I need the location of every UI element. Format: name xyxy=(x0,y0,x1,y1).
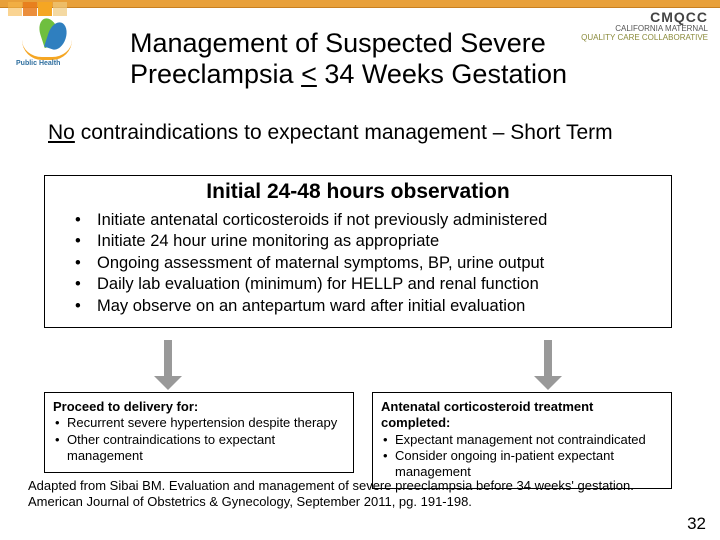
public-health-logo: Public Health xyxy=(10,18,80,73)
list-item: Other contraindications to expectant man… xyxy=(67,432,345,465)
observation-list: Initiate antenatal corticosteroids if no… xyxy=(55,210,661,317)
list-item: Daily lab evaluation (minimum) for HELLP… xyxy=(97,274,661,295)
arrow-down-icon xyxy=(530,340,566,390)
observation-heading: Initial 24-48 hours observation xyxy=(55,180,661,204)
top-orange-bar xyxy=(0,0,720,8)
corticosteroid-completed-box: Antenatal corticosteroid treatment compl… xyxy=(372,392,672,489)
list-item: Expectant management not contraindicated xyxy=(395,432,663,448)
list-item: Recurrent severe hypertension despite th… xyxy=(67,415,345,431)
list-item: Ongoing assessment of maternal symptoms,… xyxy=(97,253,661,274)
list-item: Initiate antenatal corticosteroids if no… xyxy=(97,210,661,231)
citation-text: Adapted from Sibai BM. Evaluation and ma… xyxy=(28,478,688,509)
observation-box: Initial 24-48 hours observation Initiate… xyxy=(44,175,672,328)
slide-title: Management of Suspected Severe Preeclamp… xyxy=(130,28,650,90)
box-header: Antenatal corticosteroid treatment compl… xyxy=(381,399,663,432)
public-health-label: Public Health xyxy=(16,60,60,67)
list-item: Consider ongoing in-patient expectant ma… xyxy=(395,448,663,481)
arrow-down-icon xyxy=(150,340,186,390)
list-item: May observe on an antepartum ward after … xyxy=(97,296,661,317)
box-header: Proceed to delivery for: xyxy=(53,399,345,415)
slide-subtitle: No contraindications to expectant manage… xyxy=(48,120,668,146)
list-item: Initiate 24 hour urine monitoring as app… xyxy=(97,231,661,252)
decorative-squares xyxy=(8,2,68,16)
page-number: 32 xyxy=(687,514,706,534)
proceed-delivery-box: Proceed to delivery for: Recurrent sever… xyxy=(44,392,354,473)
